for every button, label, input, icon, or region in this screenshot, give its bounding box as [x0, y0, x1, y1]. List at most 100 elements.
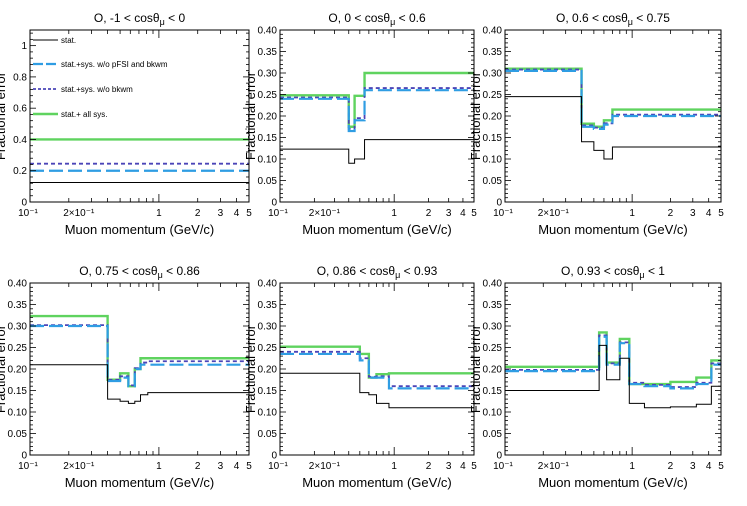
y-tick-label: 0.4 [13, 135, 27, 146]
series-line-stat_all_sys [505, 331, 721, 386]
x-tick-label: 4 [234, 461, 240, 472]
y-tick-label: 0.35 [8, 300, 28, 311]
legend-label-stat_sys_no_pfsi_bkwm: stat.+sys. w/o pFSI and bkwm [61, 60, 168, 69]
x-tick-label: 2 [668, 208, 674, 219]
y-tick-label: 0.40 [483, 279, 503, 290]
panel-5: 0 0.05 0.10 0.15 0.20 0.25 0.30 0.35 0.40 10⁻¹ 2×1… [243, 264, 477, 490]
x-axis-title: Muon momentum (GeV/c) [65, 475, 215, 490]
y-tick-label: 0.15 [8, 386, 28, 397]
x-tick-label: 2 [195, 461, 201, 472]
x-tick-label: 5 [246, 208, 252, 219]
x-tick-label: 5 [718, 208, 724, 219]
y-tick-label: 0.40 [8, 279, 28, 290]
panel-1: 0 0.2 0.4 0.6 0.8 1 10⁻¹ 2×10⁻¹ 1 2 3 4 5 Muon moment… [0, 11, 252, 237]
y-tick-label: 0.05 [258, 176, 278, 187]
x-axis-title: Muon momentum (GeV/c) [302, 475, 452, 490]
y-tick-label: 0.10 [258, 155, 278, 166]
x-tick-label: 5 [718, 461, 724, 472]
y-tick-label: 0.20 [258, 112, 278, 123]
plot-frame [29, 29, 250, 203]
x-tick-label: 10⁻¹ [493, 208, 513, 219]
y-tick-label: 0.10 [8, 408, 28, 419]
plot-frame [504, 282, 722, 456]
y-tick-label: 0.10 [483, 408, 503, 419]
panel-title: O, -1 < cosθμ < 0 [94, 11, 186, 27]
series-line-stat_sys_no_pfsi_bkwm [280, 352, 474, 390]
panel-4: 0 0.05 0.10 0.15 0.20 0.25 0.30 0.35 0.40 10⁻¹ 2×1… [0, 264, 252, 490]
x-axis-title: Muon momentum (GeV/c) [65, 222, 215, 237]
y-tick-label: 0.2 [13, 166, 27, 177]
x-tick-label: 3 [446, 208, 452, 219]
series-line-stat_sys_no_pfsi_bkwm [30, 324, 249, 388]
x-tick-label: 5 [246, 461, 252, 472]
y-tick-label: 0 [271, 451, 277, 462]
y-tick-label: 0 [271, 198, 277, 209]
series-line-stat [30, 364, 249, 404]
panel-title: O, 0 < cosθμ < 0.6 [328, 11, 426, 27]
series-line-stat_sys_no_bkwm [505, 334, 721, 388]
y-tick-label: 0.30 [258, 322, 278, 333]
x-tick-label: 3 [690, 208, 696, 219]
x-tick-label: 1 [156, 461, 162, 472]
y-tick-label: 0.35 [483, 300, 503, 311]
y-tick-label: 1 [21, 41, 27, 52]
y-tick-label: 0.6 [13, 104, 27, 115]
series-line-stat_sys_no_pfsi_bkwm [505, 69, 721, 130]
y-tick-label: 0 [496, 451, 502, 462]
plot-frame [279, 282, 475, 456]
panel-3: 0 0.05 0.10 0.15 0.20 0.25 0.30 0.35 0.40 10⁻¹ 2×1… [468, 11, 724, 237]
y-tick-label: 0.25 [8, 343, 28, 354]
y-axis-title: Fractional error [468, 324, 483, 413]
y-tick-label: 0.05 [258, 429, 278, 440]
y-tick-label: 0.20 [483, 365, 503, 376]
y-axis-title: Fractional error [243, 71, 258, 160]
y-tick-label: 0.10 [483, 155, 503, 166]
x-tick-label: 1 [629, 461, 635, 472]
series-line-stat [280, 139, 474, 164]
x-tick-label: 10⁻¹ [268, 461, 288, 472]
x-tick-label: 2×10⁻¹ [63, 461, 95, 472]
y-tick-label: 0 [496, 198, 502, 209]
series-line-stat [280, 372, 474, 409]
x-tick-label: 10⁻¹ [18, 461, 38, 472]
x-tick-label: 2×10⁻¹ [309, 208, 341, 219]
x-tick-label: 1 [391, 461, 397, 472]
x-tick-label: 3 [446, 461, 452, 472]
y-tick-label: 0.25 [258, 90, 278, 101]
y-tick-label: 0.40 [483, 26, 503, 37]
x-tick-label: 2×10⁻¹ [538, 208, 570, 219]
x-tick-label: 5 [471, 461, 477, 472]
y-tick-label: 0.20 [483, 112, 503, 123]
y-tick-label: 0.35 [258, 47, 278, 58]
y-tick-label: 0 [21, 198, 27, 209]
y-axis-title: Fractional error [0, 324, 8, 413]
panel-title: O, 0.6 < cosθμ < 0.75 [556, 11, 670, 27]
x-tick-label: 3 [218, 208, 224, 219]
y-tick-label: 0.15 [483, 133, 503, 144]
x-tick-label: 10⁻¹ [268, 208, 288, 219]
x-tick-label: 2×10⁻¹ [538, 461, 570, 472]
y-tick-label: 0.15 [483, 386, 503, 397]
y-tick-label: 0.05 [483, 176, 503, 187]
y-tick-label: 0.25 [483, 90, 503, 101]
y-tick-label: 0.30 [483, 69, 503, 80]
y-axis-title: Fractional error [468, 71, 483, 160]
x-tick-label: 3 [218, 461, 224, 472]
y-tick-label: 0 [21, 451, 27, 462]
series-line-stat [505, 96, 721, 160]
x-tick-label: 2 [195, 208, 201, 219]
panel-title: O, 0.86 < cosθμ < 0.93 [317, 264, 438, 280]
x-tick-label: 2×10⁻¹ [63, 208, 95, 219]
x-tick-label: 4 [706, 208, 712, 219]
y-tick-label: 0.35 [483, 47, 503, 58]
x-tick-label: 1 [629, 208, 635, 219]
y-tick-label: 0.20 [258, 365, 278, 376]
y-tick-label: 0.30 [258, 69, 278, 80]
y-tick-label: 0.35 [258, 300, 278, 311]
y-tick-label: 0.15 [258, 133, 278, 144]
y-tick-label: 0.05 [8, 429, 28, 440]
y-tick-label: 0.25 [258, 343, 278, 354]
x-tick-label: 1 [391, 208, 397, 219]
x-tick-label: 4 [706, 461, 712, 472]
x-tick-label: 10⁻¹ [493, 461, 513, 472]
